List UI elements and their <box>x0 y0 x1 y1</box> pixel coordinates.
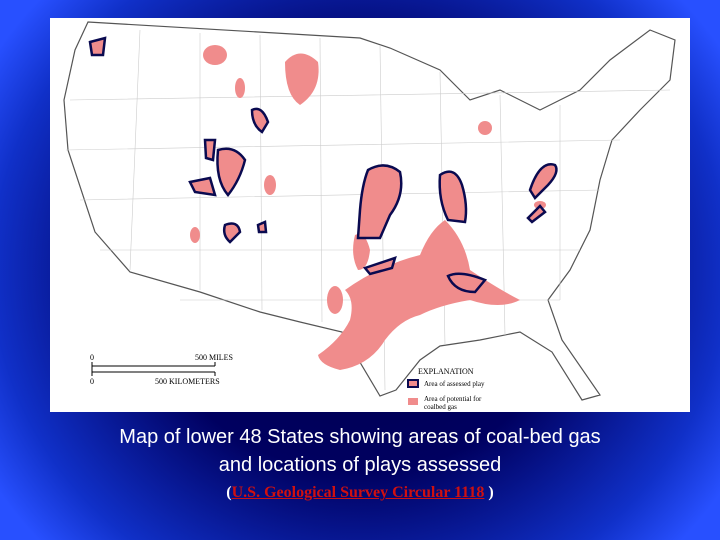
legend-label: Area of potential for <box>424 395 482 403</box>
paren: ) <box>484 484 494 501</box>
scale-label: 500 KILOMETERS <box>155 377 220 386</box>
legend-title: EXPLANATION <box>418 367 474 376</box>
assessed-plays <box>88 36 558 294</box>
caption-line: and locations of plays assessed <box>218 454 502 476</box>
paren: ( <box>226 484 232 501</box>
caption-line: Map of lower 48 States showing areas of … <box>119 426 601 448</box>
scale-label: 0 <box>90 377 94 386</box>
legend-label: coalbed gas <box>424 403 457 411</box>
citation-link[interactable]: U.S. Geological Survey Circular 1118 <box>231 484 485 501</box>
legend-swatch <box>408 398 418 405</box>
legend-swatch <box>407 379 419 388</box>
scale-bar <box>91 362 216 376</box>
map-panel: 0 500 MILES 0 500 KILOMETERS EXPLANATION… <box>50 18 690 412</box>
scale-label: 0 <box>90 353 94 362</box>
map: 0 500 MILES 0 500 KILOMETERS EXPLANATION… <box>63 21 676 411</box>
citation: (U.S. Geological Survey Circular 1118 ) <box>0 484 720 502</box>
legend-label: Area of assessed play <box>424 380 485 388</box>
potential-areas <box>190 45 546 370</box>
scale-label: 500 MILES <box>195 353 233 362</box>
